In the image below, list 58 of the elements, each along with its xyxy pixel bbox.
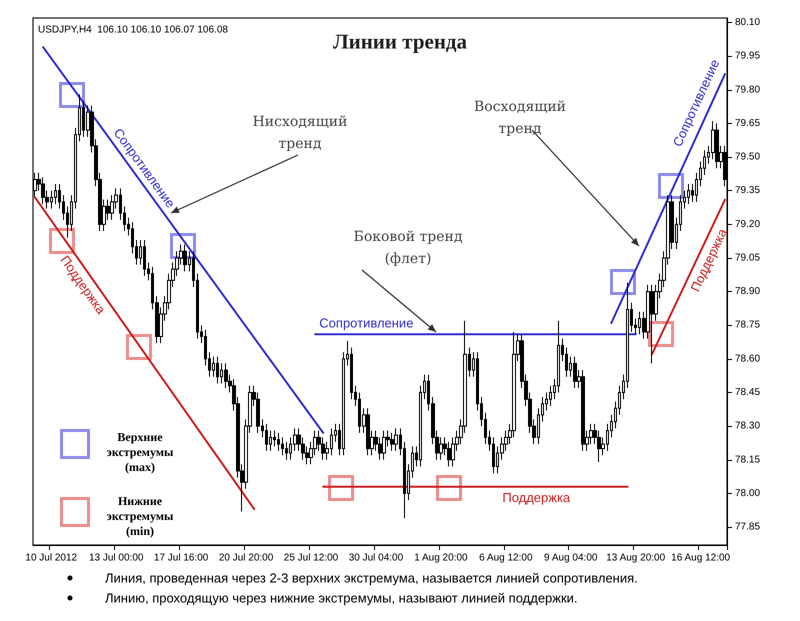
annotation: Верхние экстремумы (max) — [106, 430, 174, 474]
candlestick — [382, 430, 386, 460]
x-tick-label: 17 Jul 16:00 — [154, 552, 209, 564]
candlestick — [285, 441, 288, 460]
y-tick-label: 80.10 — [735, 16, 760, 28]
series-label: Сопротивление — [319, 316, 414, 331]
y-tick-label: 79.65 — [735, 118, 760, 129]
text: Линия, проведенная через 2-3 верхних экстремума, называется линией сопротивления. — [105, 570, 638, 586]
annotation: Нижние экстремумы (min) — [106, 494, 174, 538]
candlestick — [183, 244, 187, 272]
x-tick-label: 30 Jul 04:00 — [348, 552, 404, 564]
candlestick — [277, 432, 280, 452]
candlestick — [573, 356, 577, 389]
y-tick-label: 79.20 — [735, 218, 760, 230]
y-tick-label: 79.05 — [735, 252, 760, 264]
candlestick — [581, 370, 585, 452]
candlestick — [224, 362, 228, 389]
series-label: Поддержка — [502, 490, 571, 506]
annotation: Боковой тренд (флет) — [354, 229, 463, 267]
x-tick-label: 6 Aug 12:00 — [479, 552, 533, 564]
candlestick — [687, 183, 690, 205]
candlestick — [281, 436, 284, 456]
y-tick-label: 78.15 — [735, 454, 760, 466]
y-tick-label: 79.80 — [735, 84, 760, 96]
candlestick — [366, 408, 370, 456]
candlestick — [394, 428, 398, 452]
y-tick-label: 79.50 — [735, 152, 760, 163]
annotation: Восходящий тренд — [474, 99, 566, 137]
candlestick — [390, 432, 394, 452]
x-tick-label: 20 Jul 20:00 — [218, 552, 274, 564]
y-tick-label: 78.30 — [735, 420, 760, 432]
x-tick-label: 1 Aug 20:00 — [414, 552, 468, 564]
candlestick — [447, 441, 451, 468]
annotation: Нисходящий тренд — [252, 114, 348, 152]
text: Линии тренда — [332, 30, 468, 54]
y-tick-label: 78.90 — [735, 286, 760, 298]
x-tick-label: 13 Aug 20:00 — [606, 552, 666, 564]
x-tick-label: 13 Jul 00:00 — [88, 552, 144, 564]
candlestick — [143, 240, 146, 276]
candlestick — [650, 284, 654, 364]
x-tick-label: 9 Aug 04:00 — [544, 552, 598, 564]
x-tick-label: 16 Aug 12:00 — [671, 552, 731, 564]
y-tick-label: 79.95 — [735, 50, 760, 62]
y-tick-label: 78.45 — [735, 387, 760, 398]
candlestick — [273, 430, 276, 447]
y-tick-label: 78.00 — [735, 488, 760, 499]
y-tick-label: 77.85 — [735, 522, 760, 533]
candlestick — [216, 356, 219, 384]
candlestick — [41, 176, 45, 205]
annotation: USDJPY,H4 106.10 106.10 106.07 106.08 — [38, 24, 228, 36]
y-tick-label: 79.35 — [735, 185, 760, 196]
x-tick-label: 25 Jul 12:00 — [284, 552, 339, 564]
candlestick — [265, 423, 268, 452]
y-tick-label: 78.60 — [735, 353, 760, 364]
y-tick-label: 78.75 — [735, 320, 760, 331]
x-tick-label: 10 Jul 2012 — [25, 552, 78, 564]
candlestick — [54, 183, 57, 205]
text: Линию, проходящую через нижние экстремумы, называют линией поддержки. — [105, 590, 578, 606]
